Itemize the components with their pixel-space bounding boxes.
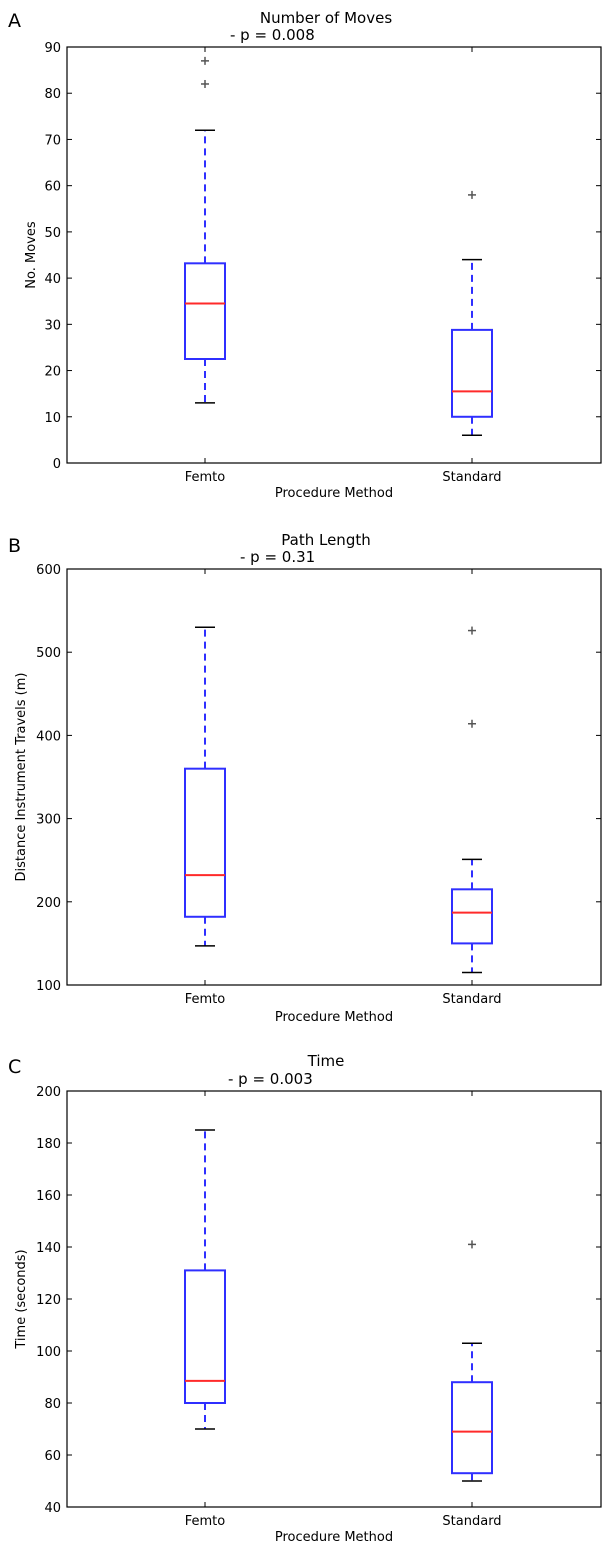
iqr-box xyxy=(184,1269,226,1405)
box-femto xyxy=(184,56,226,404)
iqr-box xyxy=(451,1381,493,1475)
y-tick-label: 120 xyxy=(36,1293,61,1308)
outlier-marker xyxy=(468,1240,476,1249)
chart-title: Number of Moves xyxy=(260,9,392,27)
outlier-marker xyxy=(468,190,476,199)
y-tick-label: 50 xyxy=(44,226,61,241)
y-tick-label: 200 xyxy=(36,1085,61,1100)
plot-frame xyxy=(66,1090,602,1508)
y-tick-label: 400 xyxy=(36,729,61,744)
x-tick-label: Femto xyxy=(185,1514,226,1529)
x-axis-label: Procedure Method xyxy=(275,1010,393,1025)
y-tick-label: 20 xyxy=(44,365,61,380)
panel-label: B xyxy=(8,535,21,557)
outlier-marker xyxy=(201,56,209,65)
y-tick-label: 10 xyxy=(44,411,61,426)
iqr-box xyxy=(451,888,493,945)
y-tick-label: 40 xyxy=(44,1501,61,1516)
y-tick-label: 70 xyxy=(44,133,61,148)
y-tick-label: 160 xyxy=(36,1189,61,1204)
y-tick-label: 0 xyxy=(53,457,61,472)
p-value-annotation: - p = 0.008 xyxy=(230,26,315,44)
box-femto xyxy=(184,1129,226,1430)
x-tick-label: Standard xyxy=(442,992,501,1007)
chart-panel-a: A Number of Moves- p = 0.008 0 10 20 30 40 50 60… xyxy=(8,9,602,501)
y-tick-label: 200 xyxy=(36,896,61,911)
y-tick-label: 500 xyxy=(36,646,61,661)
plot-frame xyxy=(66,46,602,464)
x-tick-label: Standard xyxy=(442,470,501,485)
box-femto xyxy=(184,626,226,947)
y-tick-label: 40 xyxy=(44,272,61,287)
panel-label: C xyxy=(8,1056,21,1078)
chart-title: Time xyxy=(307,1052,345,1070)
y-tick-label: 80 xyxy=(44,87,61,102)
p-value-annotation: - p = 0.31 xyxy=(240,548,315,566)
x-axis-label: Procedure Method xyxy=(275,1530,393,1544)
y-tick-label: 90 xyxy=(44,41,61,56)
p-value-annotation: - p = 0.003 xyxy=(228,1070,313,1088)
box-standard xyxy=(451,626,493,974)
x-tick-label: Standard xyxy=(442,1514,501,1529)
chart-panel-c: C Time- p = 0.003 40 60 80 100 120 140 160 180 200… xyxy=(8,1052,602,1545)
box-standard xyxy=(451,190,493,437)
iqr-box xyxy=(184,262,226,361)
y-tick-label: 100 xyxy=(36,1345,61,1360)
panel-label: A xyxy=(8,10,21,32)
outlier-marker xyxy=(468,719,476,728)
x-tick-label: Femto xyxy=(185,470,226,485)
chart-panel-b: B Path Length- p = 0.31 100 200 300 400 500 600… xyxy=(8,531,602,1025)
y-tick-label: 600 xyxy=(36,563,61,578)
y-tick-label: 30 xyxy=(44,318,61,333)
y-tick-label: 60 xyxy=(44,1449,61,1464)
iqr-box xyxy=(451,328,493,418)
outlier-marker xyxy=(201,79,209,88)
x-tick-label: Femto xyxy=(185,992,226,1007)
x-axis-label: Procedure Method xyxy=(275,486,393,501)
iqr-box xyxy=(184,767,226,918)
box-standard xyxy=(451,1240,493,1482)
outlier-marker xyxy=(468,626,476,635)
y-axis-label: Time (seconds) xyxy=(14,1249,29,1349)
chart-title: Path Length xyxy=(281,531,370,549)
plot-frame xyxy=(66,568,602,986)
y-axis-label: Distance Instrument Travels (m) xyxy=(14,673,29,882)
y-tick-label: 300 xyxy=(36,813,61,828)
y-tick-label: 60 xyxy=(44,180,61,195)
y-tick-label: 100 xyxy=(36,979,61,994)
y-tick-label: 140 xyxy=(36,1241,61,1256)
y-tick-label: 80 xyxy=(44,1397,61,1412)
y-axis-label: No. Moves xyxy=(24,221,39,289)
y-tick-label: 180 xyxy=(36,1137,61,1152)
